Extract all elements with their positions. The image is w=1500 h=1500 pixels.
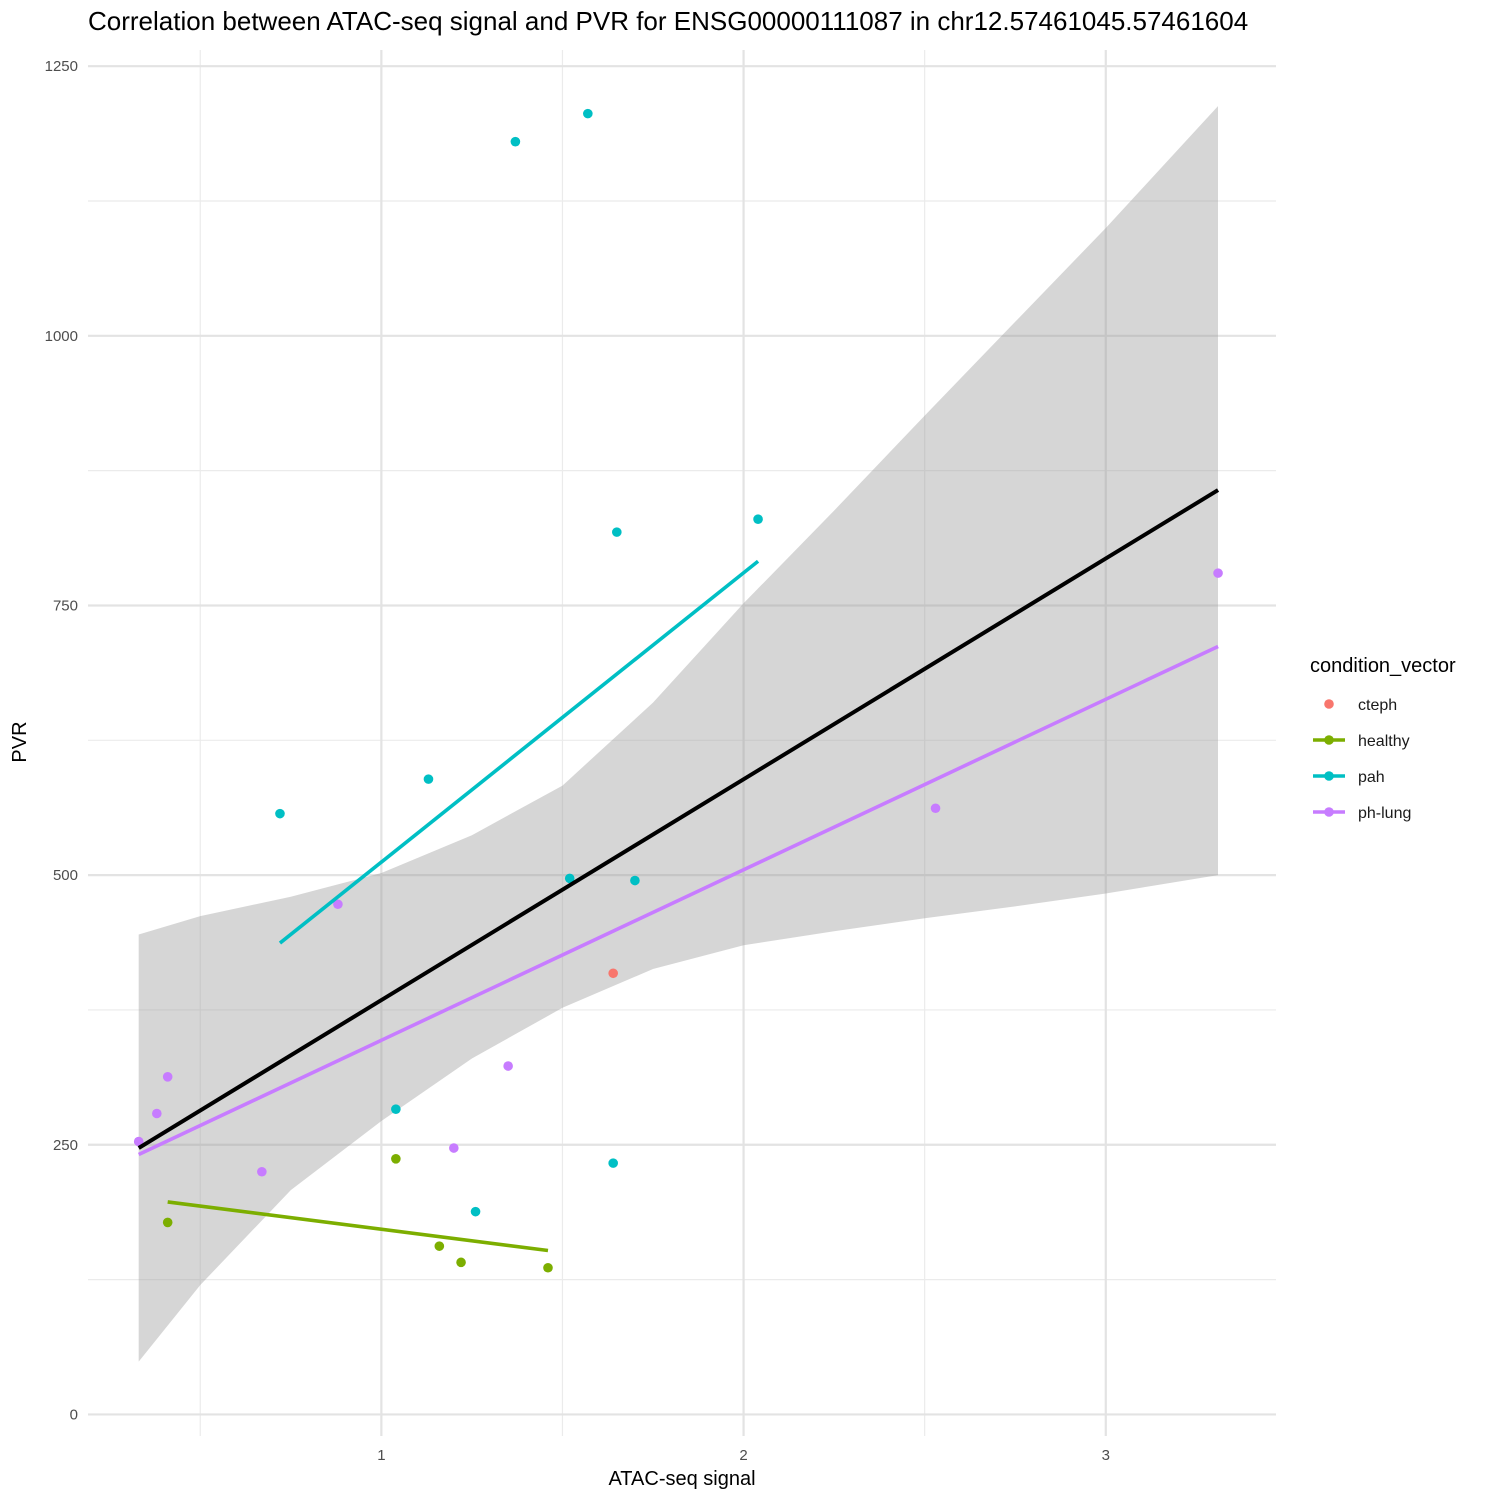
data-point-healthy (391, 1154, 401, 1164)
x-axis-title: ATAC-seq signal (608, 1468, 755, 1490)
grid-layer (88, 50, 1276, 1436)
x-tick-label: 1 (377, 1447, 385, 1464)
data-point-pah (510, 136, 521, 147)
x-tick-label: 3 (1102, 1447, 1110, 1464)
fit-line-pah (278, 559, 760, 945)
confidence-band-layer (138, 106, 1219, 1362)
data-point-pah (470, 1206, 481, 1217)
data-point-ph-lung (930, 803, 941, 814)
legend: condition_vector cteph healthy pah ph-lung (1310, 655, 1456, 822)
data-point-ph-lung (133, 1136, 144, 1147)
legend-label-healthy: healthy (1358, 733, 1410, 750)
data-point-pah (423, 774, 434, 784)
fit-line-layer (137, 488, 1220, 1253)
data-point-pah (583, 108, 593, 119)
fit-line-healthy (167, 1200, 549, 1253)
chart-title: Correlation between ATAC-seq signal and … (88, 6, 1248, 36)
legend-title: condition_vector (1310, 655, 1456, 677)
y-tick-label: 0 (70, 1406, 78, 1423)
y-tick-label: 1250 (45, 58, 78, 75)
fit-line-ph-lung (137, 644, 1219, 1157)
y-axis-title: PVR (9, 721, 31, 762)
data-point-pah (753, 514, 763, 524)
y-tick-label: 250 (53, 1137, 78, 1154)
data-point-ph-lung (257, 1166, 267, 1177)
data-point-ph-lung (162, 1072, 173, 1082)
legend-label-cteph: cteph (1358, 697, 1397, 714)
legend-label-ph-lung: ph-lung (1358, 805, 1411, 822)
legend-key-point-cteph (1324, 699, 1334, 709)
tick-label-layer: 1 2 3 0 250 500 750 1000 1250 (45, 58, 1110, 1464)
data-point-pah (564, 873, 575, 884)
data-point-pah (391, 1104, 401, 1114)
legend-key-point-healthy (1324, 735, 1334, 745)
fit-line-overall (137, 488, 1220, 1150)
data-point-pah (608, 1158, 618, 1168)
point-layer (133, 108, 1223, 1273)
x-tick-label: 2 (739, 1447, 747, 1464)
data-point-ph-lung (333, 899, 343, 910)
data-point-healthy (543, 1262, 553, 1273)
data-point-healthy (456, 1257, 466, 1268)
y-tick-label: 750 (53, 597, 78, 614)
y-tick-label: 500 (53, 867, 78, 884)
legend-key-point-ph-lung (1324, 807, 1334, 817)
data-point-pah (275, 808, 285, 819)
data-point-healthy (434, 1241, 445, 1251)
legend-key-point-pah (1324, 771, 1334, 781)
data-point-ph-lung (449, 1143, 459, 1153)
legend-label-pah: pah (1358, 769, 1385, 786)
data-point-cteph (608, 968, 618, 979)
data-point-ph-lung (503, 1061, 513, 1071)
data-point-healthy (162, 1217, 173, 1228)
y-tick-label: 1000 (45, 328, 78, 345)
data-point-pah (612, 527, 622, 537)
confidence-band (138, 106, 1219, 1362)
data-point-pah (630, 875, 640, 886)
data-point-ph-lung (1213, 568, 1223, 578)
data-point-ph-lung (152, 1108, 162, 1119)
